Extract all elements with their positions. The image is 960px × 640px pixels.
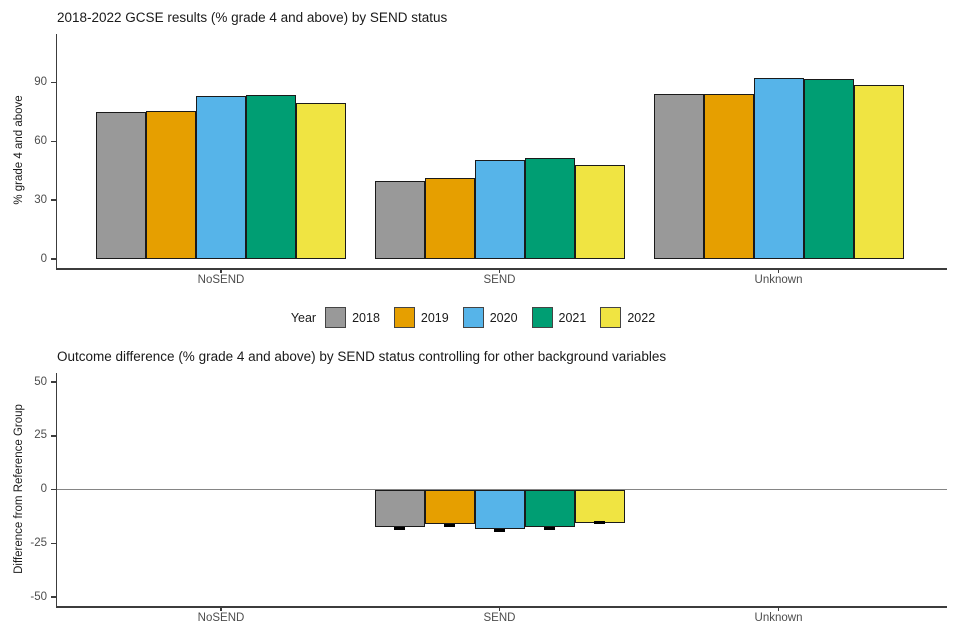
bar-2021-send	[524, 157, 575, 259]
chart2-y-tick-label: 25	[34, 429, 47, 442]
chart2-y-tick	[50, 435, 56, 437]
bar-2022-send	[574, 164, 625, 259]
chart1-y-tick	[50, 199, 56, 201]
bar-2021-send	[524, 489, 575, 527]
chart2-x-label-send: SEND	[483, 612, 516, 624]
chart1-y-tick	[50, 81, 56, 84]
legend: Year 2018 2019 2020 2021 2022	[0, 307, 960, 328]
legend-label-2019: 2019	[420, 310, 449, 325]
legend-label-2021: 2021	[558, 310, 587, 325]
bar-2018-send	[374, 489, 425, 527]
chart2-y-tick	[50, 381, 56, 383]
chart2-x-label-nosend: NoSEND	[197, 612, 245, 624]
chart1-x-tick	[220, 268, 222, 273]
chart2-y-axis-line	[55, 373, 57, 606]
chart1-x-label-send: SEND	[483, 273, 516, 286]
chart1-y-tick	[50, 258, 56, 260]
legend-key-2018	[325, 307, 347, 328]
bar-2019-send	[424, 178, 475, 259]
chart2-y-tick-label: 50	[34, 375, 47, 388]
bar-2020-send	[474, 489, 525, 530]
bar-2019-nosend	[146, 111, 196, 259]
chart1-y-axis-title: % grade 4 and above	[13, 95, 25, 205]
legend-key-2022	[600, 307, 622, 328]
chart2-x-tick	[777, 606, 780, 611]
ci-mark-2018	[394, 526, 405, 530]
bar-2019-send	[424, 489, 475, 525]
bar-2020-send	[474, 159, 525, 259]
chart1-title: 2018-2022 GCSE results (% grade 4 and ab…	[57, 10, 448, 25]
ci-mark-2019	[444, 523, 455, 527]
chart2-x-label-unknown: Unknown	[754, 612, 803, 624]
chart2-y-tick	[50, 488, 56, 491]
chart2-title: Outcome difference (% grade 4 and above)…	[57, 349, 667, 364]
bar-2021-nosend	[246, 94, 296, 259]
legend-title: Year	[290, 310, 317, 325]
chart2-x-tick	[220, 606, 222, 611]
chart1-y-tick-label: 30	[34, 193, 47, 206]
chart1-y-tick-label: 60	[34, 134, 47, 147]
chart1-x-label-unknown: Unknown	[754, 273, 803, 286]
chart2-x-tick	[498, 606, 501, 611]
bar-2021-unknown	[803, 78, 854, 259]
legend-label-2022: 2022	[627, 310, 656, 325]
chart2-y-tick-label: 0	[40, 483, 47, 495]
chart2-y-tick-label: -50	[30, 590, 47, 603]
bar-2022-unknown	[853, 84, 904, 259]
chart1-y-tick	[50, 140, 56, 143]
legend-label-2020: 2020	[489, 310, 518, 325]
legend-key-2019	[393, 307, 415, 328]
chart1-y-tick-label: 0	[40, 252, 47, 265]
ci-mark-2020	[494, 529, 505, 533]
bar-2019-unknown	[703, 93, 754, 259]
legend-key-2021	[531, 307, 553, 328]
legend-key-2020	[462, 307, 484, 328]
bar-2018-nosend	[96, 111, 146, 259]
chart2-x-axis-line	[55, 606, 947, 608]
bar-2020-nosend	[196, 95, 246, 259]
chart1-x-tick	[498, 268, 501, 273]
chart1-x-axis-line	[55, 268, 947, 270]
chart1-y-tick-label: 90	[34, 76, 47, 89]
bar-2022-send	[574, 489, 625, 523]
chart2-y-tick-label: -25	[30, 536, 47, 549]
chart1-x-label-nosend: NoSEND	[197, 273, 245, 286]
chart2-y-tick	[50, 542, 56, 544]
legend-label-2018: 2018	[352, 310, 380, 325]
chart1-y-axis-line	[55, 34, 57, 268]
ci-mark-2022	[594, 521, 605, 525]
ci-mark-2021	[544, 526, 555, 530]
bar-2020-unknown	[753, 78, 804, 259]
bar-2018-send	[374, 180, 425, 259]
chart2-y-tick	[50, 596, 56, 598]
bar-2022-nosend	[296, 102, 346, 259]
bar-2018-unknown	[653, 93, 704, 259]
chart1-x-tick	[777, 268, 780, 273]
